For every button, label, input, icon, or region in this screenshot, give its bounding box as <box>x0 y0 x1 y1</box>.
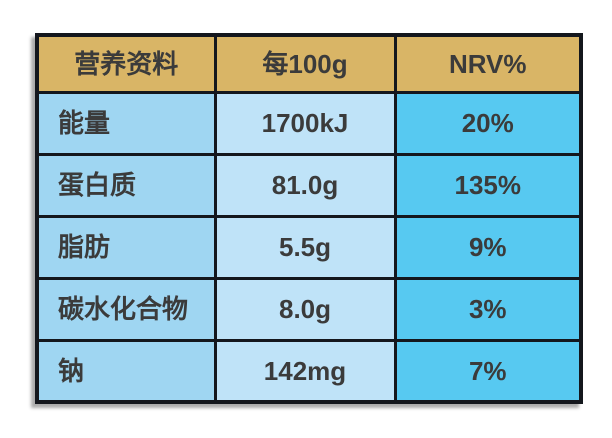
table-row-protein: 蛋白质 81.0g 135% <box>35 152 583 218</box>
row-nrv: 20% <box>393 90 583 156</box>
row-amount: 1700kJ <box>213 90 397 156</box>
row-label: 蛋白质 <box>35 152 217 218</box>
row-nrv: 9% <box>393 214 583 280</box>
row-label: 碳水化合物 <box>35 276 217 342</box>
table-row-fat: 脂肪 5.5g 9% <box>35 214 583 280</box>
row-label: 钠 <box>35 338 217 404</box>
row-amount: 5.5g <box>213 214 397 280</box>
row-label: 脂肪 <box>35 214 217 280</box>
row-nrv: 135% <box>393 152 583 218</box>
row-nrv: 3% <box>393 276 583 342</box>
nutrition-table: 营养资料 每100g NRV% 能量 1700kJ 20% 蛋白质 81.0g … <box>35 33 583 404</box>
row-amount: 81.0g <box>213 152 397 218</box>
row-amount: 8.0g <box>213 276 397 342</box>
header-nutrition-info: 营养资料 <box>35 33 217 94</box>
table-header-row: 营养资料 每100g NRV% <box>35 33 583 94</box>
header-per-100g: 每100g <box>213 33 397 94</box>
table-row-sodium: 钠 142mg 7% <box>35 338 583 404</box>
table-row-carbohydrate: 碳水化合物 8.0g 3% <box>35 276 583 342</box>
table-row-energy: 能量 1700kJ 20% <box>35 90 583 156</box>
row-nrv: 7% <box>393 338 583 404</box>
header-nrv-percent: NRV% <box>393 33 583 94</box>
row-amount: 142mg <box>213 338 397 404</box>
row-label: 能量 <box>35 90 217 156</box>
